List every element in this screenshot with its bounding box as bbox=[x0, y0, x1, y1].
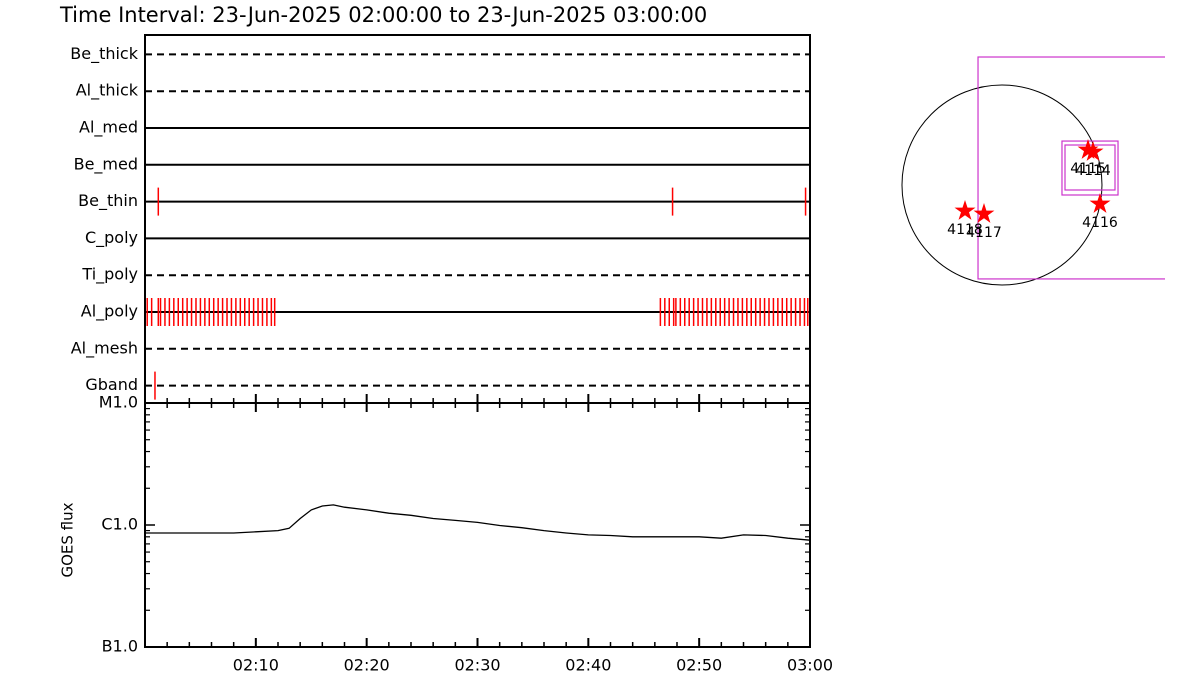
x-tick-label: 02:10 bbox=[233, 656, 279, 675]
fov-box bbox=[1064, 144, 1116, 191]
chart-title: Time Interval: 23-Jun-2025 02:00:00 to 2… bbox=[59, 3, 707, 27]
region-label: 4115 bbox=[1070, 161, 1106, 177]
y-tick-label: M1.0 bbox=[99, 393, 138, 412]
y-tick-label: B1.0 bbox=[102, 637, 138, 656]
region-label: 4118 bbox=[947, 222, 983, 238]
region-star bbox=[1077, 139, 1099, 159]
x-tick-label: 02:40 bbox=[565, 656, 611, 675]
row-label: Al_poly bbox=[81, 302, 138, 322]
row-label: Al_med bbox=[79, 118, 138, 138]
flux-line bbox=[145, 504, 811, 541]
region-label: 4114 bbox=[1075, 163, 1111, 179]
row-label: Be_med bbox=[74, 154, 138, 174]
row-label: Be_thin bbox=[78, 191, 138, 211]
region-star bbox=[1089, 193, 1111, 213]
row-label: C_poly bbox=[85, 228, 138, 248]
region-star bbox=[1082, 141, 1104, 161]
y-axis-label: GOES flux bbox=[59, 502, 77, 577]
fov-box bbox=[977, 56, 1166, 280]
x-tick-label: 02:50 bbox=[676, 656, 722, 675]
row-label: Al_mesh bbox=[71, 338, 138, 358]
y-tick-label: C1.0 bbox=[101, 515, 138, 534]
region-label: 4117 bbox=[966, 225, 1002, 241]
panel-frame bbox=[144, 402, 811, 648]
row-label: Gband bbox=[85, 375, 138, 394]
row-label: Be_thick bbox=[70, 44, 138, 64]
region-label: 4116 bbox=[1082, 215, 1118, 231]
fov-box bbox=[1061, 140, 1119, 196]
row-label: Al_thick bbox=[76, 81, 139, 101]
x-tick-label: 03:00 bbox=[787, 656, 833, 675]
region-star bbox=[954, 200, 976, 220]
row-label: Ti_poly bbox=[81, 265, 138, 285]
solar-disk bbox=[901, 84, 1103, 286]
x-tick-label: 02:20 bbox=[344, 656, 390, 675]
x-tick-label: 02:30 bbox=[454, 656, 500, 675]
region-star bbox=[973, 203, 995, 223]
